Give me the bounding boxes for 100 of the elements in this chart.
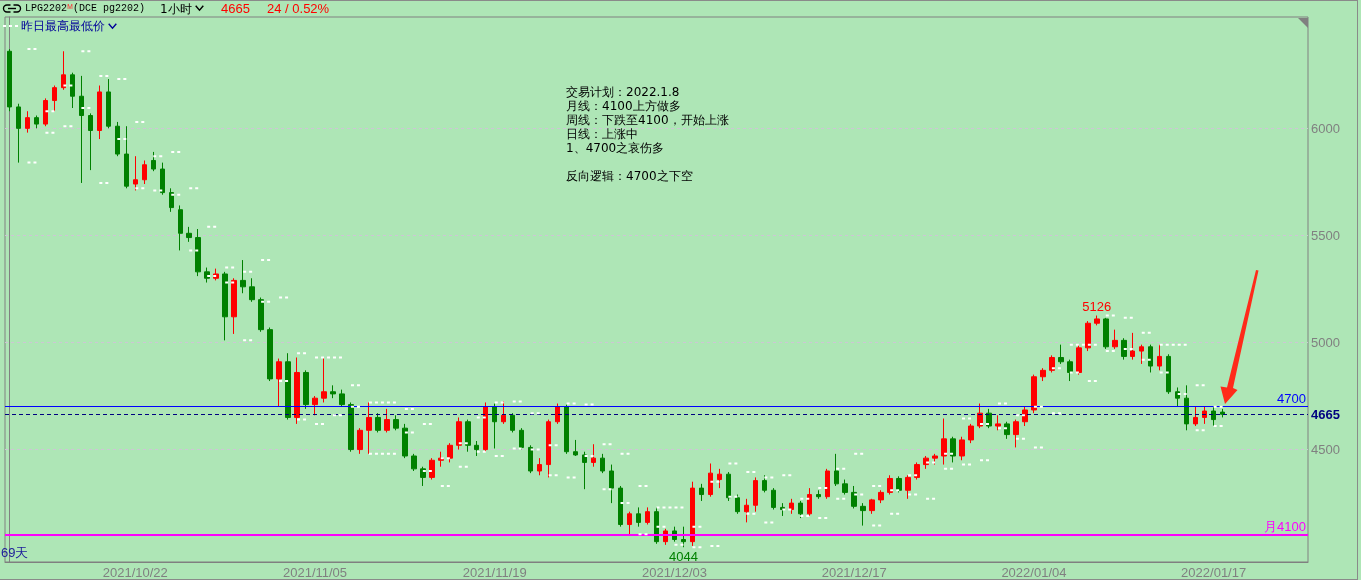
candlestick <box>115 121 120 157</box>
candlestick <box>1004 421 1010 440</box>
candlestick <box>16 103 21 164</box>
candlestick <box>645 506 650 526</box>
candlestick <box>789 498 794 515</box>
candlestick <box>357 427 363 455</box>
candlestick <box>851 485 857 509</box>
candlestick <box>1103 317 1109 350</box>
candlestick <box>1058 344 1064 365</box>
candlestick <box>771 487 776 511</box>
candlestick <box>735 494 740 515</box>
x-tick-label: 2021/12/17 <box>821 565 887 580</box>
x-tick-label: 2022/01/17 <box>1181 565 1247 580</box>
candlestick <box>573 439 578 457</box>
text: 4665 <box>221 1 250 16</box>
candlestick <box>492 403 497 449</box>
candlestick <box>7 48 12 112</box>
text: 24 / 0.52% <box>267 1 330 16</box>
candlestick <box>1202 406 1207 425</box>
candlestick <box>25 110 30 134</box>
candlestick <box>609 464 614 504</box>
candlestick <box>1220 408 1225 418</box>
candlestick <box>70 72 75 109</box>
candlestick <box>1211 406 1216 427</box>
candlestick <box>1130 332 1135 361</box>
annotation: 日线：上涨中 <box>566 127 638 141</box>
candlestick <box>914 461 920 481</box>
candlestick <box>1184 384 1189 431</box>
candlestick <box>1049 354 1055 373</box>
candlestick <box>1148 344 1153 373</box>
chart-subtitle: 1小时 <box>160 2 192 16</box>
candlestick <box>860 502 866 527</box>
ref-line-label: 月4100 <box>1264 519 1306 535</box>
candlestick <box>690 481 695 547</box>
candlestick <box>321 356 327 403</box>
candlestick <box>905 474 911 500</box>
candlestick <box>366 401 372 455</box>
x-tick-label: 2022/01/04 <box>1001 565 1067 580</box>
candlestick <box>816 489 821 500</box>
ref-line-label: 4700 <box>1277 390 1306 406</box>
candlestick <box>474 440 479 457</box>
candlestick <box>88 112 93 171</box>
candlestick <box>1139 344 1144 365</box>
candlestick <box>97 85 102 140</box>
candlestick <box>744 498 749 523</box>
candlestick <box>52 85 57 112</box>
legend-label: 昨日最高最低价 <box>21 19 105 33</box>
candlestick <box>393 414 399 431</box>
candlestick <box>61 50 66 91</box>
candlestick <box>591 443 596 468</box>
candlestick <box>753 476 758 513</box>
candlestick <box>456 416 462 451</box>
candlestick <box>654 506 659 545</box>
candlestick <box>34 115 39 129</box>
x-tick-label: 2021/10/22 <box>102 565 168 580</box>
candlestick <box>222 271 228 341</box>
candlestick <box>959 436 965 461</box>
candlestick <box>447 442 453 463</box>
x-tick-label: 2021/11/05 <box>282 565 348 580</box>
candlestick <box>842 479 848 496</box>
candlestick <box>501 400 506 425</box>
candlestick <box>762 474 767 493</box>
candlestick <box>106 78 111 129</box>
candlestick <box>708 462 713 498</box>
candlestick <box>276 358 282 408</box>
candlestick <box>1013 419 1019 448</box>
candlestick <box>546 419 551 478</box>
candlestick <box>43 97 48 127</box>
y-tick-label: 5000 <box>1311 335 1340 350</box>
annotation: 反向逻辑：4700之下空 <box>566 169 693 183</box>
candlestick <box>240 259 246 294</box>
candlestick <box>519 427 524 451</box>
candlestick <box>375 412 381 433</box>
annotation: 交易计划：2022.1.8 <box>566 85 680 99</box>
annotation: 69天 <box>1 545 29 560</box>
candlestick <box>348 401 354 453</box>
candlestick <box>528 444 533 474</box>
ref-line-label: 4665 <box>1311 406 1340 422</box>
candlestick <box>726 471 731 502</box>
candlestick <box>124 125 129 189</box>
candlestick <box>1166 353 1171 395</box>
candlestick <box>807 487 812 517</box>
y-tick-label: 6000 <box>1311 120 1340 136</box>
candlestick <box>896 475 902 493</box>
candlestick <box>402 423 408 459</box>
candlestick <box>294 356 300 425</box>
candlestick <box>1022 406 1028 427</box>
y-tick-label: 5500 <box>1311 227 1340 243</box>
candlestick <box>968 423 974 444</box>
candlestick <box>510 412 515 433</box>
chart-title: LPG2202ᴹ(DCE pg2202) <box>25 2 146 16</box>
candlestick <box>169 187 174 213</box>
candlestick <box>681 526 686 548</box>
candlestick <box>249 277 255 303</box>
annotation: 周线：下跌至4100，开始上涨 <box>566 113 729 127</box>
candlestick <box>231 277 237 335</box>
candlestick <box>1085 320 1091 352</box>
candlestick <box>160 162 165 196</box>
candlestick <box>330 384 336 399</box>
candlestick <box>699 483 704 502</box>
